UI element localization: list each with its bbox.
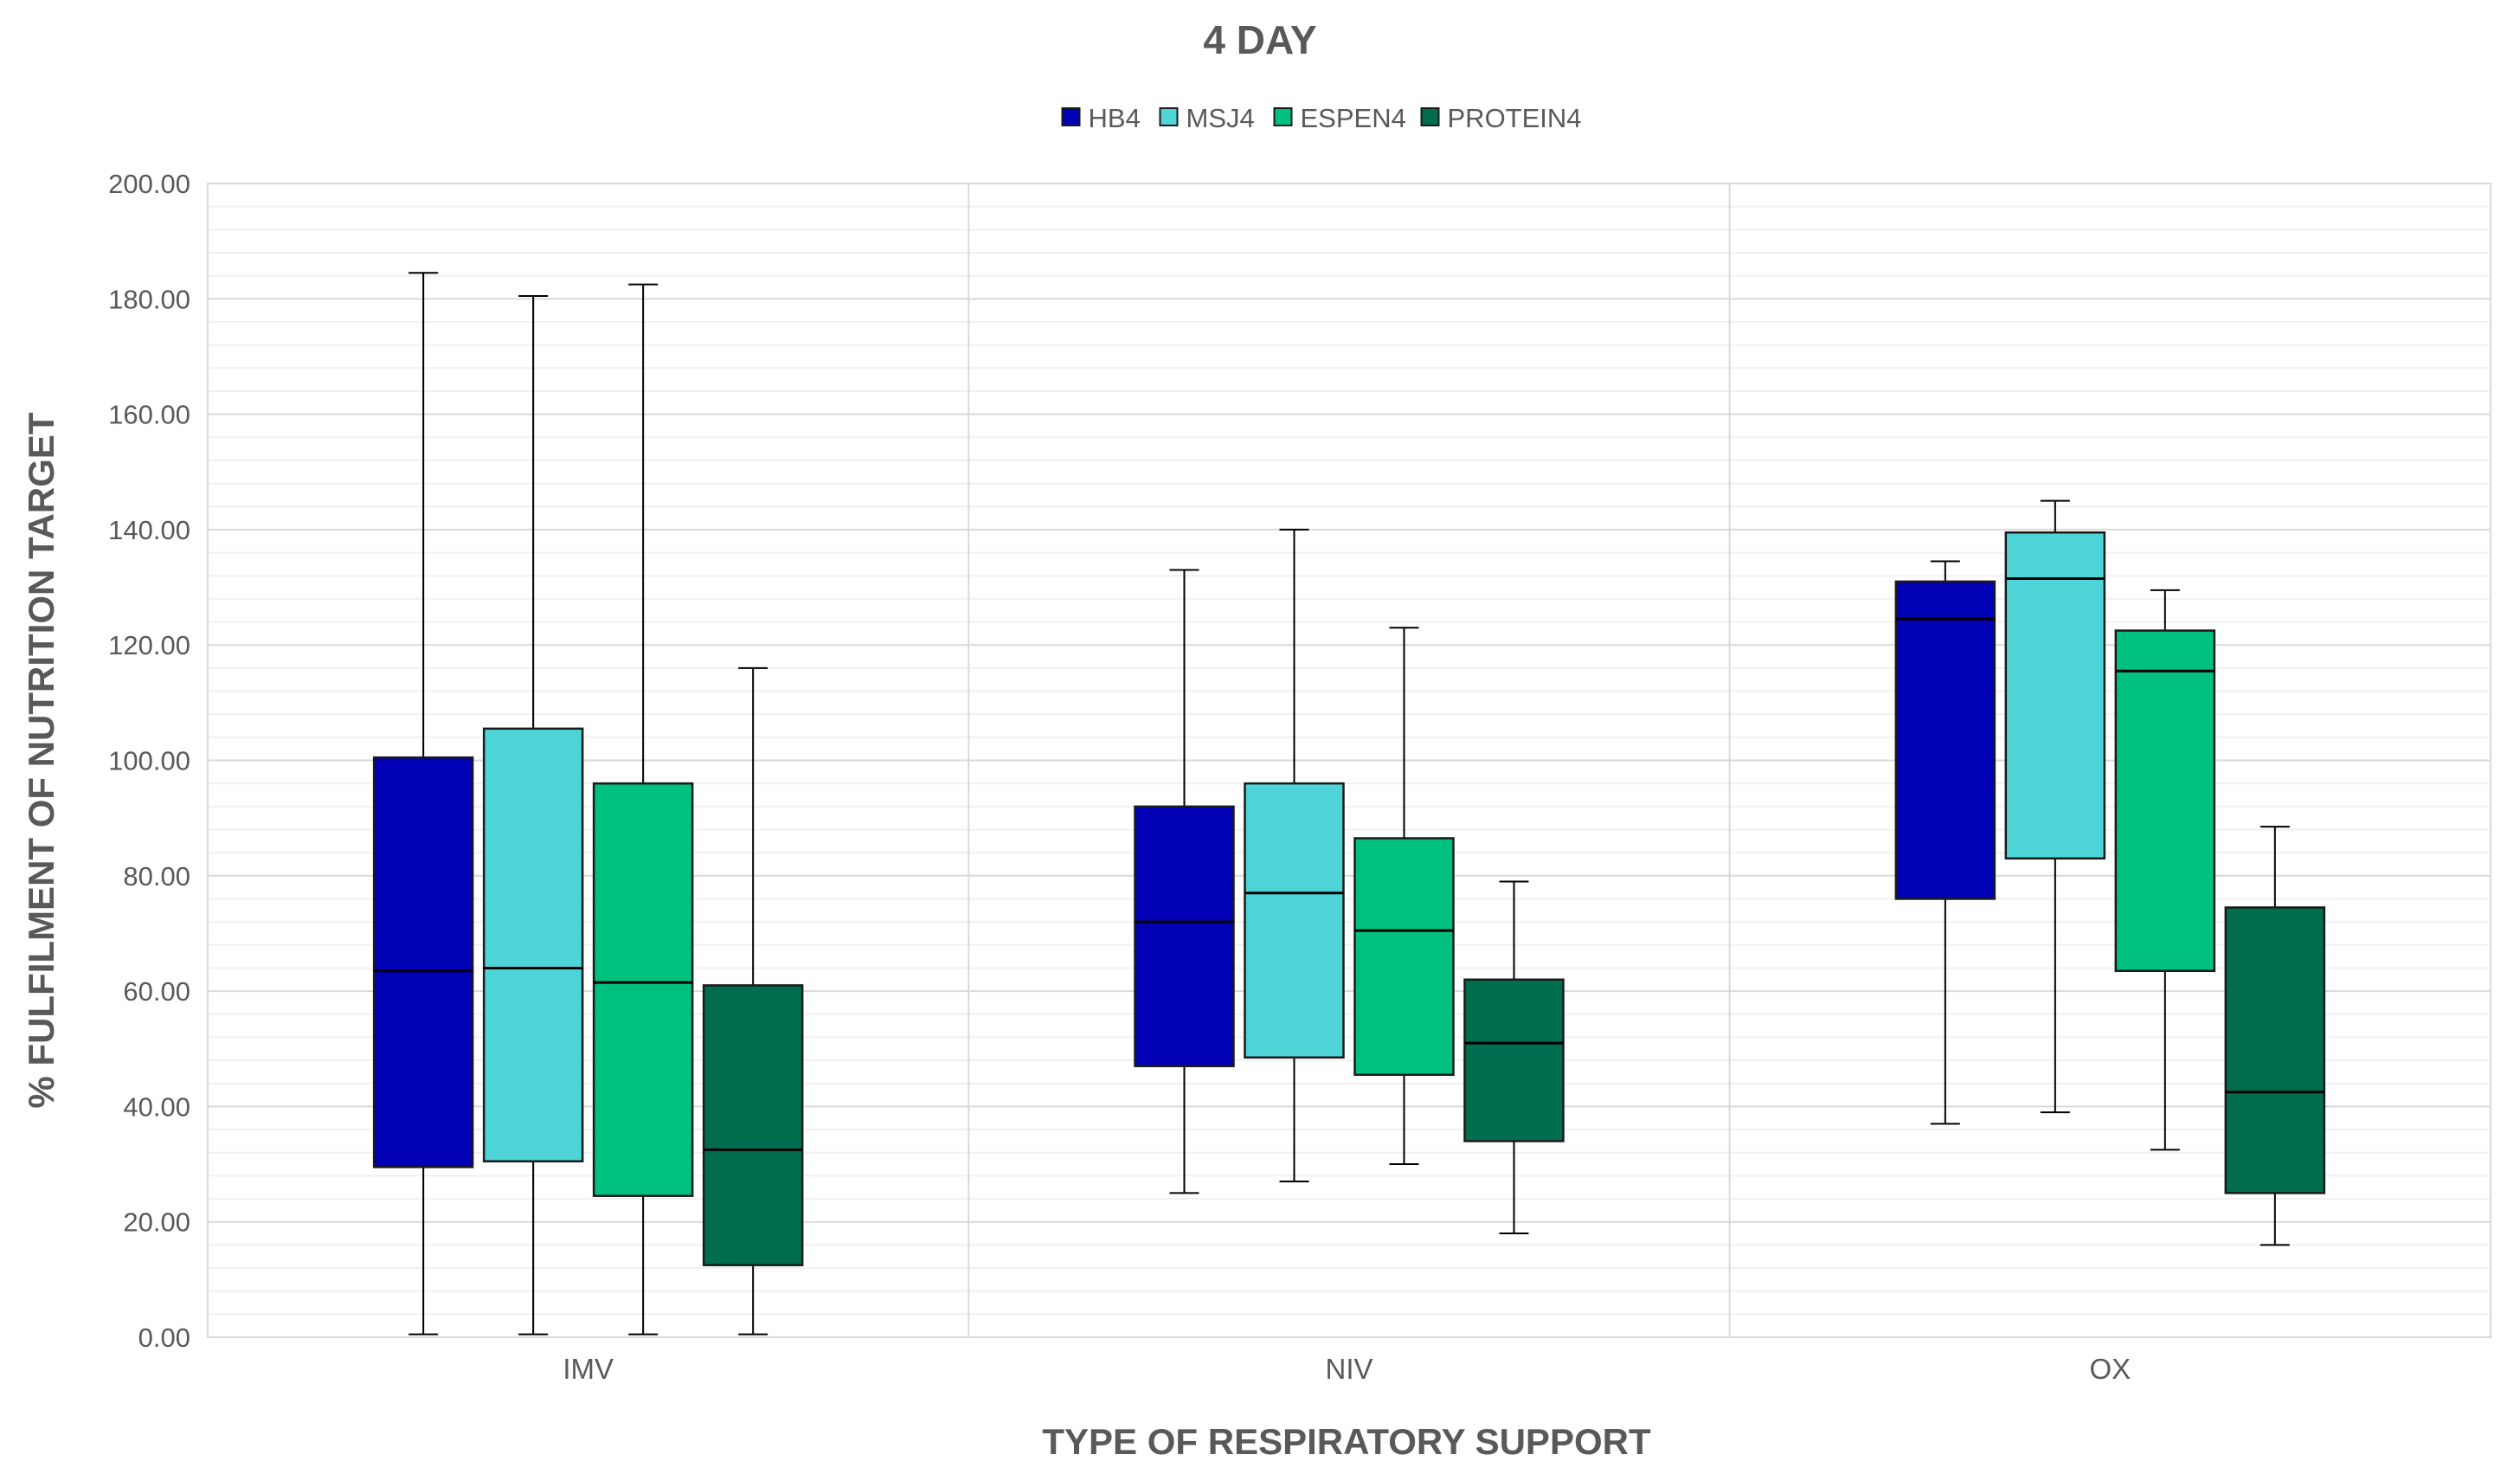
- box-protein4-niv: [1463, 880, 1565, 1235]
- category-dividers: [968, 183, 1731, 1337]
- y-tick-label: 180.00: [108, 284, 190, 314]
- minor-gridlines: [208, 205, 2491, 1316]
- box-protein4-imv: [702, 666, 804, 1336]
- legend-swatch: [1273, 107, 1293, 126]
- iqr-box: [1353, 837, 1455, 1076]
- box-protein4-ox: [2224, 826, 2326, 1246]
- iqr-box: [2114, 629, 2216, 973]
- x-category-label: NIV: [1325, 1353, 1372, 1385]
- legend-item-msj4: MSJ4: [1159, 103, 1255, 133]
- series-protein4: [702, 666, 2326, 1336]
- chart-title: 4 DAY: [1203, 17, 1316, 62]
- y-tick-label: 160.00: [108, 400, 190, 430]
- x-category-label: OX: [2089, 1353, 2131, 1385]
- series-espen4: [592, 283, 2216, 1336]
- y-axis-tick-labels: 0.00 20.00 40.00 60.00 80.00 100.00 120.00 140.…: [108, 169, 190, 1353]
- y-tick-label: 80.00: [123, 861, 190, 891]
- y-tick-label: 140.00: [108, 515, 190, 545]
- box-hb4-niv: [1134, 569, 1235, 1194]
- iqr-box: [1463, 978, 1565, 1143]
- x-axis-title: TYPE OF RESPIRATORY SUPPORT: [1042, 1421, 1651, 1462]
- y-tick-label: 0.00: [138, 1323, 190, 1353]
- iqr-box: [1244, 782, 1345, 1059]
- plot-area: 0.00 20.00 40.00 60.00 80.00 100.00 120.00 140.…: [108, 169, 2491, 1385]
- y-axis-title: % FULFILMENT OF NUTRITION TARGET: [21, 412, 61, 1108]
- box-msj4-ox: [2004, 499, 2106, 1114]
- series-hb4: [372, 272, 1996, 1336]
- box-hb4-imv: [372, 272, 474, 1336]
- iqr-box: [1134, 805, 1235, 1067]
- box-series: [372, 272, 2326, 1336]
- box-hb4-ox: [1894, 560, 1996, 1125]
- box-msj4-niv: [1244, 528, 1345, 1183]
- series-msj4: [482, 294, 2106, 1336]
- legend-swatch: [1061, 107, 1081, 126]
- plot-frame: [207, 183, 2491, 1338]
- x-category-label: IMV: [562, 1353, 614, 1385]
- iqr-box: [702, 984, 804, 1266]
- legend-label: MSJ4: [1186, 103, 1255, 133]
- legend: HB4 MSJ4 ESPEN4 PROTEIN4: [1061, 103, 1582, 133]
- legend-label: PROTEIN4: [1448, 103, 1582, 133]
- legend-item-hb4: HB4: [1061, 103, 1141, 133]
- iqr-box: [592, 782, 694, 1197]
- x-axis-category-labels: IMV NIV OX: [562, 1353, 2131, 1385]
- y-tick-label: 40.00: [123, 1091, 190, 1122]
- iqr-box: [2224, 906, 2326, 1194]
- legend-label: ESPEN4: [1301, 103, 1406, 133]
- iqr-box: [2004, 531, 2106, 860]
- legend-swatch: [1420, 107, 1440, 126]
- legend-item-espen4: ESPEN4: [1273, 103, 1406, 133]
- box-msj4-imv: [482, 294, 584, 1336]
- box-espen4-imv: [592, 283, 694, 1336]
- legend-item-protein4: PROTEIN4: [1420, 103, 1582, 133]
- y-tick-label: 60.00: [123, 976, 190, 1007]
- box-espen4-ox: [2114, 589, 2216, 1151]
- iqr-box: [1894, 580, 1996, 900]
- legend-label: HB4: [1089, 103, 1141, 133]
- y-tick-label: 100.00: [108, 746, 190, 776]
- iqr-box: [372, 756, 474, 1168]
- legend-swatch: [1159, 107, 1179, 126]
- y-tick-label: 120.00: [108, 630, 190, 660]
- box-espen4-niv: [1353, 627, 1455, 1166]
- y-tick-label: 200.00: [108, 169, 190, 199]
- iqr-box: [482, 727, 584, 1162]
- y-tick-label: 20.00: [123, 1207, 190, 1238]
